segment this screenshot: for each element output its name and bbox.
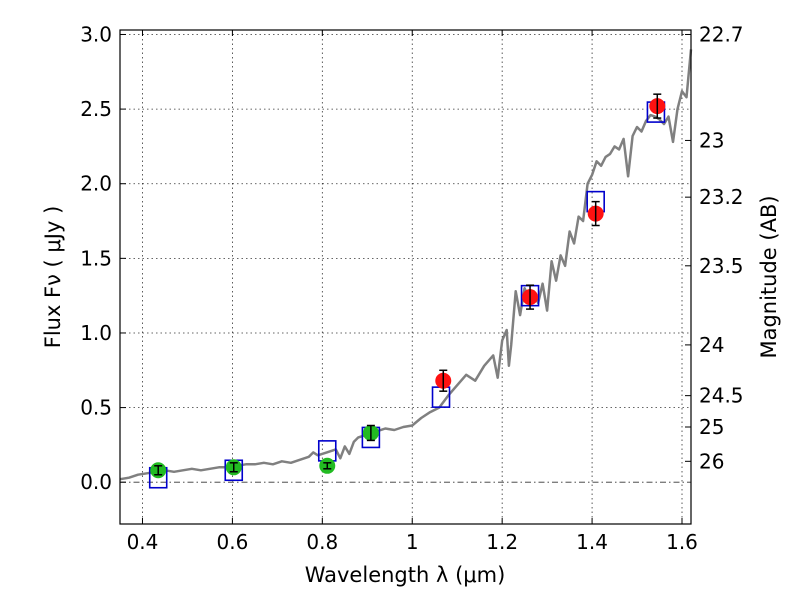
- right-tick-label: 26: [699, 449, 724, 473]
- x-tick-label: 1.6: [666, 530, 698, 554]
- y-tick-label: 0.0: [80, 470, 112, 494]
- points-layer: [148, 93, 666, 489]
- y-tick-label: 1.0: [80, 321, 112, 345]
- x-axis-label: Wavelength λ (μm): [305, 563, 506, 587]
- right-tick-label: 25: [699, 415, 724, 439]
- x-tick-label: 0.8: [306, 530, 338, 554]
- right-tick-label: 24: [699, 333, 724, 357]
- spectrum-layer: [119, 49, 693, 481]
- plot-frame: [119, 29, 692, 525]
- x-tick-label: 1.2: [486, 530, 518, 554]
- right-tick-label: 23: [699, 128, 724, 152]
- y-tick-label: 2.5: [80, 97, 112, 121]
- right-tick-label: 23.5: [699, 254, 744, 278]
- grid-layer: [120, 30, 691, 524]
- right-tick-label: 22.7: [699, 22, 744, 46]
- ticks-layer: 0.4 0.6 0.8 1 1.2 1.4 1.6 0.0 0.5 1.0 1.5 2.0 2.5 3.0…: [80, 22, 743, 554]
- y-tick-label: 0.5: [80, 396, 112, 420]
- x-tick-label: 0.4: [127, 530, 159, 554]
- right-tick-label: 24.5: [699, 384, 744, 408]
- model-spectrum-line: [119, 49, 693, 481]
- y-tick-label: 2.0: [80, 172, 112, 196]
- x-tick-label: 1.4: [576, 530, 608, 554]
- y-tick-label: 3.0: [80, 22, 112, 46]
- y-tick-label: 1.5: [80, 246, 112, 270]
- right-axis-label: Magnitude (AB): [757, 195, 781, 358]
- right-tick-label: 23.2: [699, 185, 744, 209]
- x-tick-label: 1: [406, 530, 419, 554]
- x-tick-label: 0.6: [216, 530, 248, 554]
- y-axis-label: Flux Fν ( μJy ): [41, 206, 65, 349]
